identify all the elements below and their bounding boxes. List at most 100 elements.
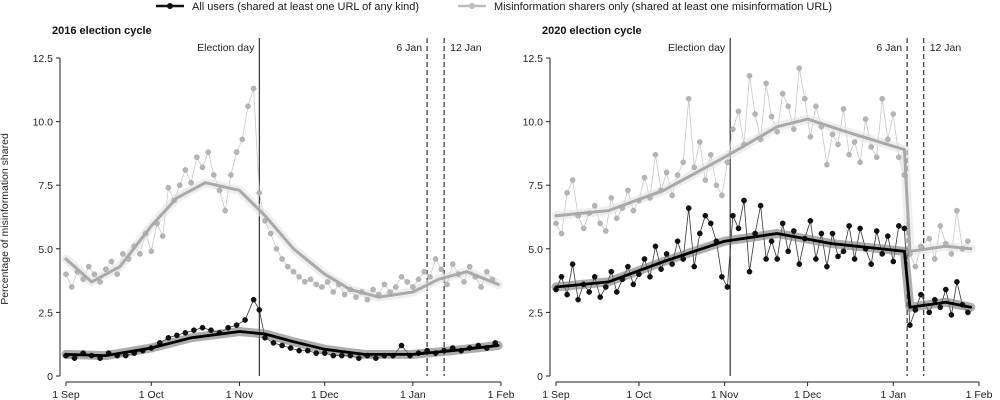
data-point xyxy=(614,215,620,222)
data-point xyxy=(392,284,399,290)
series-misinformation-sharers xyxy=(61,85,503,303)
data-point xyxy=(873,228,880,234)
data-point xyxy=(713,182,720,188)
data-point xyxy=(483,268,490,275)
data-point xyxy=(296,347,302,354)
data-point xyxy=(685,95,692,102)
data-point xyxy=(597,294,604,300)
data-point xyxy=(829,230,836,237)
data-point xyxy=(857,225,863,232)
data-point xyxy=(603,228,609,234)
data-point xyxy=(802,95,808,102)
data-point xyxy=(840,106,847,112)
data-point xyxy=(97,279,103,285)
legend-misinfo-marker xyxy=(469,3,475,9)
x-tick-label: 1 Feb xyxy=(488,389,515,400)
data-point xyxy=(256,189,263,196)
data-point xyxy=(444,281,450,288)
data-point xyxy=(857,159,863,166)
event-label: 6 Jan xyxy=(396,42,422,54)
data-point xyxy=(564,291,570,298)
data-point xyxy=(569,177,576,183)
data-point xyxy=(313,350,320,356)
event-label: 12 Jan xyxy=(450,42,482,54)
data-point xyxy=(324,279,331,285)
data-point xyxy=(208,327,214,334)
data-point xyxy=(785,248,792,255)
data-point xyxy=(370,286,376,293)
data-point xyxy=(91,271,98,278)
data-point xyxy=(176,182,183,188)
data-point xyxy=(912,263,919,270)
data-point xyxy=(890,111,897,117)
data-point xyxy=(768,113,775,120)
y-tick-label: 2.5 xyxy=(528,307,543,319)
data-point xyxy=(774,128,781,135)
data-point xyxy=(478,284,484,290)
data-point xyxy=(691,164,698,171)
data-point xyxy=(199,164,206,171)
data-point xyxy=(896,154,902,160)
data-point xyxy=(321,350,328,356)
data-point xyxy=(824,161,830,168)
data-point xyxy=(614,289,620,295)
y-tick-label: 7.5 xyxy=(528,180,543,192)
trend-line xyxy=(64,181,500,299)
data-point xyxy=(591,202,598,209)
data-point xyxy=(68,284,75,290)
data-point xyxy=(381,281,388,288)
panel-2016: 2016 election cycle 0 2.5 5.0 7.5 10.0 12.5 1 S… xyxy=(33,25,515,400)
y-tick-label: 0 xyxy=(537,371,543,383)
x-tick-label: 1 Dec xyxy=(311,389,338,400)
data-point xyxy=(735,108,742,115)
x-tick-label: 1 Nov xyxy=(711,389,739,400)
data-point xyxy=(702,212,709,219)
event-label: Election day xyxy=(197,42,255,54)
data-point xyxy=(319,284,325,290)
data-point xyxy=(851,139,858,145)
data-point xyxy=(193,154,200,160)
x-tick-label: 1 Oct xyxy=(626,389,651,400)
data-point xyxy=(307,276,314,283)
data-point xyxy=(398,342,405,349)
data-point xyxy=(835,141,841,148)
data-point xyxy=(558,273,565,280)
data-point xyxy=(225,324,231,331)
data-point xyxy=(80,276,86,283)
x-tick-label: 1 Sep xyxy=(52,389,80,400)
data-point xyxy=(338,352,345,359)
data-point xyxy=(603,284,609,290)
data-point xyxy=(270,340,277,346)
data-point xyxy=(652,151,659,158)
data-point xyxy=(256,307,263,313)
y-tick-label: 2.5 xyxy=(38,307,53,319)
data-point xyxy=(719,192,725,199)
data-point xyxy=(114,271,120,278)
legend-all-users-label: All users (shared at least one URL of an… xyxy=(192,1,419,13)
data-point xyxy=(735,225,742,232)
data-point xyxy=(103,266,109,273)
data-point xyxy=(553,220,559,227)
data-point xyxy=(829,131,836,138)
data-point xyxy=(625,263,631,270)
data-point xyxy=(724,159,731,166)
data-point xyxy=(885,233,891,239)
data-point xyxy=(290,268,297,275)
data-point xyxy=(868,144,875,150)
data-point xyxy=(932,256,938,262)
data-point xyxy=(313,281,320,288)
data-point xyxy=(697,139,703,145)
data-point xyxy=(267,230,274,237)
data-point xyxy=(954,279,960,285)
data-point xyxy=(233,322,240,328)
y-tick-label: 7.5 xyxy=(38,180,53,192)
data-point xyxy=(937,223,944,229)
data-point xyxy=(355,355,362,362)
data-point xyxy=(818,230,825,237)
data-point xyxy=(108,258,115,265)
data-point xyxy=(807,217,814,224)
data-point xyxy=(785,103,792,110)
data-point xyxy=(591,273,598,280)
data-point xyxy=(746,73,753,79)
data-point xyxy=(741,197,747,204)
